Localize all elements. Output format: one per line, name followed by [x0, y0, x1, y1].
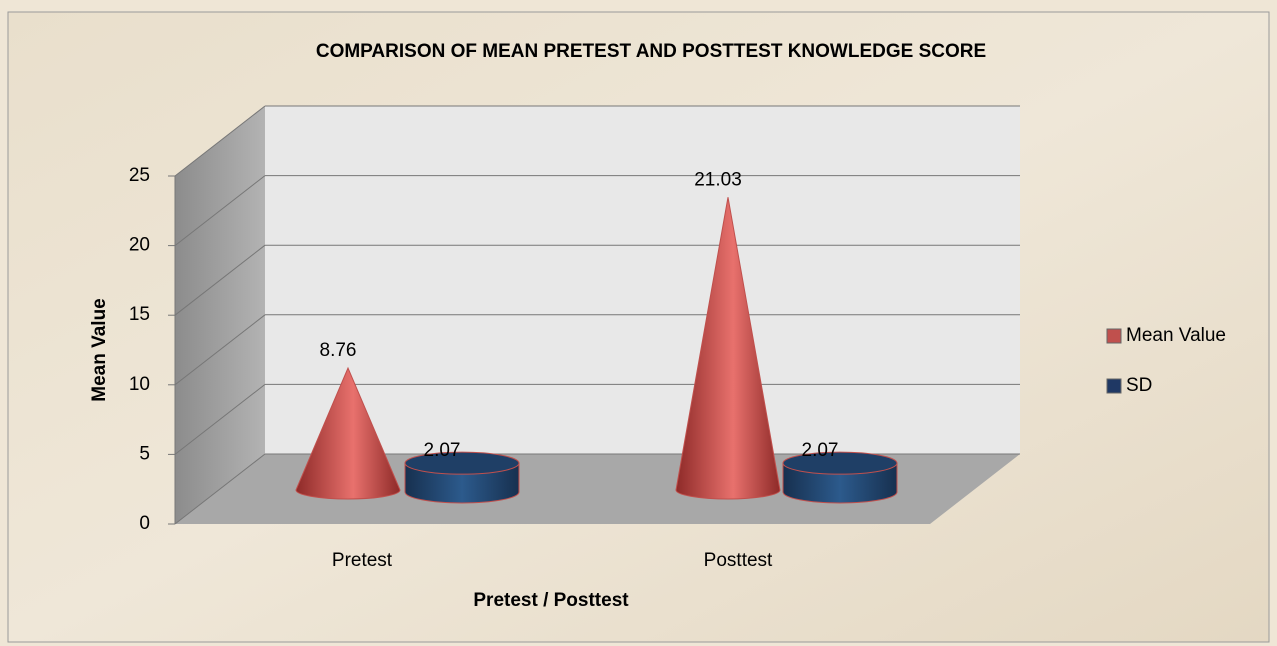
- back-wall: [265, 106, 1020, 454]
- x-tick-label: Pretest: [332, 550, 393, 571]
- y-tick-label: 25: [129, 165, 150, 186]
- data-label: 2.07: [802, 440, 839, 461]
- y-tick-label: 15: [129, 304, 150, 325]
- x-axis-title: Pretest / Posttest: [473, 590, 629, 611]
- cylinder-top: [782, 451, 898, 475]
- cone: [295, 366, 401, 500]
- y-tick-label: 10: [129, 374, 150, 395]
- grid-line: [174, 175, 266, 246]
- cylinder-top: [404, 451, 520, 475]
- y-tick-label: 0: [139, 513, 150, 534]
- grid-line: [174, 105, 266, 177]
- x-tick-label: Posttest: [704, 550, 773, 571]
- chart-title: COMPARISON OF MEAN PRETEST AND POSTTEST …: [316, 41, 986, 62]
- data-label: 8.76: [320, 340, 357, 361]
- grid-line: [174, 244, 266, 316]
- data-label: 21.03: [694, 169, 742, 190]
- cone: [675, 197, 781, 500]
- grid-line: [174, 314, 266, 386]
- y-tick-label: 20: [129, 235, 150, 256]
- legend-label: Mean Value: [1126, 325, 1226, 346]
- side-wall: [175, 106, 265, 524]
- y-axis-title: Mean Value: [89, 298, 110, 402]
- y-tick-label: 5: [139, 443, 150, 464]
- legend-label: SD: [1126, 375, 1152, 396]
- legend-swatch: [1106, 328, 1122, 344]
- grid-line: [174, 384, 266, 455]
- grid-line: [174, 453, 266, 525]
- data-label: 2.07: [424, 440, 461, 461]
- legend-swatch: [1106, 378, 1122, 394]
